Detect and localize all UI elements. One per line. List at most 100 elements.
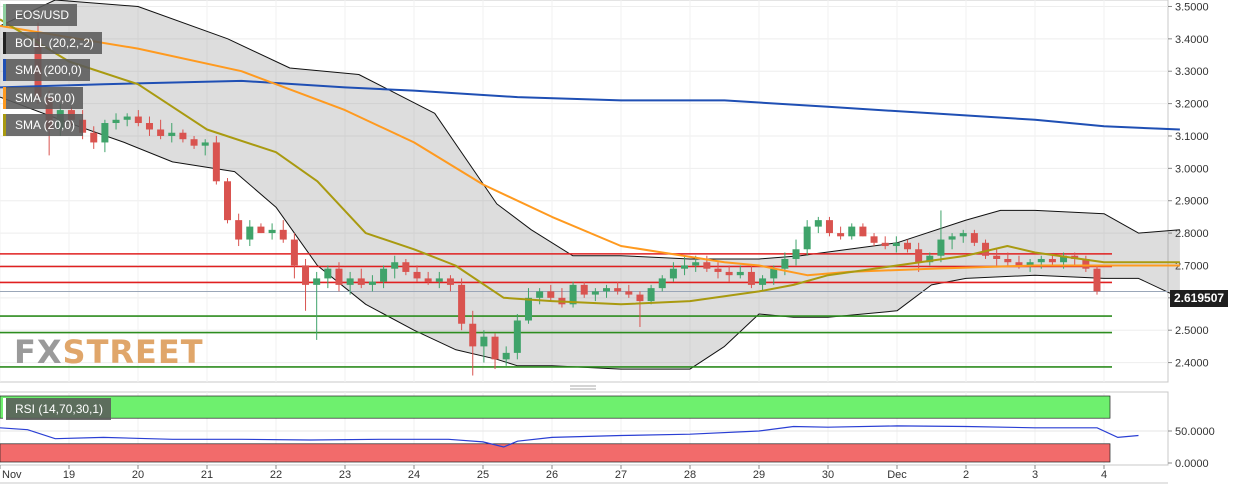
logo-fx: FX xyxy=(14,333,63,371)
rsi-overbought-zone xyxy=(0,395,1111,419)
candle-body xyxy=(380,268,388,282)
candle-body xyxy=(870,236,878,243)
legend-sma20[interactable]: SMA (20,0) xyxy=(3,114,84,136)
legend-symbol-label: EOS/USD xyxy=(15,8,70,22)
candle-body xyxy=(770,268,778,279)
candle-body xyxy=(413,271,421,279)
candle-body xyxy=(915,249,923,263)
logo-street: STREET xyxy=(62,333,204,371)
y-tick-label: 3.1000 xyxy=(1175,131,1209,143)
candle-body xyxy=(346,278,354,285)
candle-body xyxy=(435,278,443,282)
candle-body xyxy=(235,220,243,240)
sma200-line xyxy=(0,79,1180,131)
rsi-y-tick-label: 0.0000 xyxy=(1175,458,1209,470)
candle-body xyxy=(90,132,98,143)
y-tick-label: 2.7000 xyxy=(1175,260,1209,272)
candle-body xyxy=(1015,262,1023,266)
sma20-line xyxy=(0,18,1180,306)
legend-sma20-label: SMA (20,0) xyxy=(15,118,76,132)
y-tick-label: 3.4000 xyxy=(1175,34,1209,46)
y-tick-label: 3.3000 xyxy=(1175,66,1209,78)
y-tick-label: 3.0000 xyxy=(1175,163,1209,175)
candle-body xyxy=(357,278,365,285)
x-tick-label: Dec xyxy=(887,469,907,481)
y-tick-label: 2.9000 xyxy=(1175,196,1209,208)
legend-sma50-label: SMA (50,0) xyxy=(15,91,76,105)
legend-sma200[interactable]: SMA (200,0) xyxy=(3,59,90,81)
candle-body xyxy=(224,181,232,221)
x-tick-label: 19 xyxy=(63,469,75,481)
candle-body xyxy=(970,233,978,243)
candle-body xyxy=(747,271,755,285)
candle-body xyxy=(201,142,209,146)
candle-body xyxy=(536,291,544,298)
candle-body xyxy=(368,281,376,285)
candle-body xyxy=(313,278,321,285)
x-tick-label: 25 xyxy=(477,469,489,481)
candle-body xyxy=(101,123,109,143)
candle-body xyxy=(948,236,956,240)
bollinger-upper xyxy=(0,0,1180,260)
candle-body xyxy=(402,262,410,272)
legend-symbol[interactable]: EOS/USD xyxy=(3,4,78,26)
candle-body xyxy=(959,233,967,237)
candle-body xyxy=(480,336,488,347)
candle-body xyxy=(714,268,722,272)
rsi-legend[interactable]: RSI (14,70,30,1) xyxy=(3,398,112,420)
candle-body xyxy=(268,229,276,234)
fxstreet-logo: FXSTREET xyxy=(14,333,204,371)
candle-body xyxy=(491,336,499,360)
candle-body xyxy=(881,242,889,247)
last-price-value: 2.619507 xyxy=(1174,291,1225,305)
candle-body xyxy=(926,255,934,263)
x-tick-label: 30 xyxy=(822,469,834,481)
candle-body xyxy=(603,288,611,292)
y-tick-label: 2.4000 xyxy=(1175,358,1209,370)
candle-body xyxy=(157,129,165,136)
candle-body xyxy=(424,278,432,282)
candle-body xyxy=(636,294,644,302)
legend-sma200-label: SMA (200,0) xyxy=(15,63,82,77)
candle-body xyxy=(446,278,454,285)
candle-body xyxy=(1093,268,1101,292)
candle-body xyxy=(859,226,867,237)
candle-body xyxy=(145,123,153,130)
rsi-line xyxy=(0,425,1139,448)
candle-body xyxy=(257,226,265,234)
candle-body xyxy=(658,278,666,289)
candle-body xyxy=(168,132,176,136)
candle-body xyxy=(212,142,220,182)
candle-body xyxy=(614,288,622,292)
x-tick-label: 3 xyxy=(1032,469,1038,481)
candle-body xyxy=(513,320,521,353)
candle-body xyxy=(391,262,399,269)
legend-boll-label: BOLL (20,2,-2) xyxy=(15,36,94,50)
candle-body xyxy=(725,271,733,276)
rsi-y-tick-label: 50.0000 xyxy=(1175,426,1215,438)
legend-sma50[interactable]: SMA (50,0) xyxy=(3,87,84,109)
candle-body xyxy=(1082,258,1090,269)
candle-body xyxy=(123,116,131,120)
x-tick-label: 23 xyxy=(339,469,351,481)
x-tick-label: Nov xyxy=(2,469,22,481)
candle-body xyxy=(179,132,187,140)
candle-body xyxy=(469,323,477,347)
y-tick-label: 2.8000 xyxy=(1175,228,1209,240)
candle-body xyxy=(458,284,466,324)
candle-body xyxy=(937,239,945,256)
x-tick-label: 2 xyxy=(963,469,969,481)
candle-body xyxy=(848,226,856,237)
candle-body xyxy=(502,352,510,360)
candle-body xyxy=(324,268,332,279)
legend-boll[interactable]: BOLL (20,2,-2) xyxy=(3,32,102,54)
candle-body xyxy=(647,288,655,302)
y-tick-label: 3.2000 xyxy=(1175,99,1209,111)
candle-body xyxy=(1026,262,1034,266)
x-tick-label: 20 xyxy=(132,469,144,481)
candle-body xyxy=(112,119,120,124)
candle-body xyxy=(190,139,198,146)
x-tick-label: 24 xyxy=(408,469,420,481)
x-tick-label: 29 xyxy=(753,469,765,481)
